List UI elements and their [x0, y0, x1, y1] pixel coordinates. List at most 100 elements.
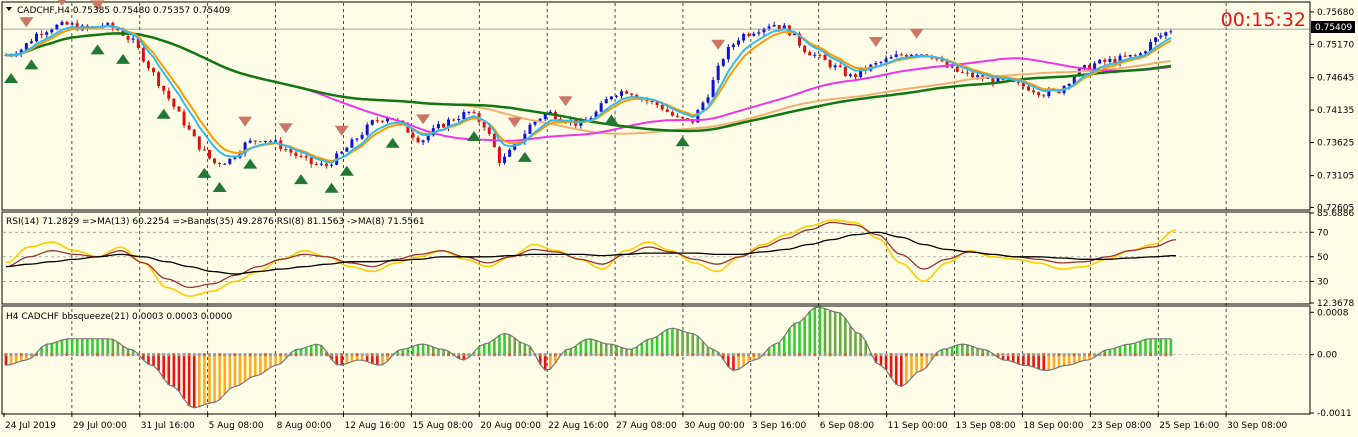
squeeze-dot	[920, 353, 924, 357]
squeeze-dot	[101, 353, 105, 357]
rsi-y-label: 30	[1317, 277, 1329, 287]
squeeze-dot	[162, 353, 166, 357]
candle-body	[843, 66, 847, 77]
squeeze-dot	[1169, 353, 1173, 357]
squeeze-dot	[904, 353, 908, 357]
candle-body	[294, 152, 298, 156]
candle-body	[579, 121, 583, 126]
candle-body	[915, 54, 919, 56]
squeeze-dot	[823, 353, 827, 357]
vertical-gridlines	[71, 3, 1227, 413]
squeeze-dot	[859, 353, 863, 357]
squeeze-dot	[777, 353, 781, 357]
y-axis-labels: 0.75680 0.75170 0.74645 0.74135 0.73625 0.731…	[1310, 8, 1354, 419]
candle-body	[487, 127, 491, 135]
candle-body	[767, 26, 771, 29]
squeeze-dot	[889, 353, 893, 357]
squeeze-dot	[981, 353, 985, 357]
candle-body	[1128, 54, 1132, 57]
collapse-arrow-icon[interactable]	[6, 7, 12, 11]
price-y-label: 0.74645	[1317, 74, 1354, 84]
squeeze-dot	[1062, 353, 1066, 357]
squeeze-dot	[971, 353, 975, 357]
candle-body	[533, 120, 537, 125]
squeeze-dot	[828, 353, 832, 357]
candle-body	[202, 149, 206, 151]
candle-body	[528, 124, 532, 134]
candle-body	[1123, 55, 1127, 57]
squeeze-dot	[75, 353, 79, 357]
buy-arrow	[197, 167, 212, 178]
candle-body	[696, 110, 700, 123]
candle-body	[721, 59, 725, 66]
squeeze-dot	[340, 353, 344, 357]
candle-body	[701, 102, 705, 111]
squeeze-dot	[589, 353, 593, 357]
squeeze-dot	[874, 353, 878, 357]
candle-body	[253, 140, 257, 142]
buy-arrow	[517, 151, 532, 162]
squeeze-dot	[696, 353, 700, 357]
candle-body	[304, 156, 308, 158]
squeeze-dot	[1026, 353, 1030, 357]
squeeze-dot	[604, 353, 608, 357]
candle-body	[197, 136, 201, 150]
x-tick-label: 27 Aug 08:00	[616, 421, 677, 431]
buy-arrow	[4, 73, 19, 84]
candle-body	[1118, 55, 1122, 63]
buy-arrow	[675, 136, 690, 147]
rsi-y-label: 85.6886	[1317, 209, 1354, 219]
sell-arrow	[278, 123, 293, 134]
squeeze-dot	[375, 353, 379, 357]
candle-body	[655, 101, 659, 106]
squeeze-dot	[1047, 353, 1051, 357]
candle-body	[620, 91, 624, 96]
x-tick-label: 15 Aug 08:00	[412, 421, 473, 431]
squeeze-dot	[625, 353, 629, 357]
squeeze-dot	[518, 353, 522, 357]
candle-body	[182, 111, 186, 126]
candle-body	[457, 118, 461, 121]
squeeze-dot	[767, 353, 771, 357]
candle-body	[55, 24, 59, 30]
candle-body	[45, 32, 49, 35]
squeeze-dot	[19, 353, 23, 357]
candle-body	[65, 21, 69, 25]
candle-body	[665, 109, 669, 112]
candle-body	[950, 66, 954, 68]
sell-arrow	[19, 17, 34, 28]
squeeze-dot	[996, 353, 1000, 357]
rsi-y-label: 50	[1317, 253, 1329, 263]
squeeze-dot	[930, 353, 934, 357]
squeeze-dot	[737, 353, 741, 357]
squeeze-dot	[396, 353, 400, 357]
x-tick-label: 31 Jul 16:00	[141, 421, 195, 431]
x-tick-label: 11 Sep 00:00	[888, 421, 948, 431]
squeeze-dot	[538, 353, 542, 357]
squeeze-dot	[955, 353, 959, 357]
candle-body	[548, 111, 552, 114]
squeeze-dot	[360, 353, 364, 357]
squeeze-dot	[543, 353, 547, 357]
candle-body	[716, 65, 720, 80]
squeeze-dot	[782, 353, 786, 357]
candle-body	[319, 163, 323, 165]
candle-body	[40, 33, 44, 35]
squeeze-dot	[345, 353, 349, 357]
squeeze-dot	[431, 353, 435, 357]
candle-body	[782, 25, 786, 30]
candle-body	[813, 54, 817, 56]
candle-body	[19, 49, 23, 55]
candle-body	[29, 41, 33, 44]
candle-body	[177, 106, 181, 112]
x-tick-label: 8 Aug 00:00	[277, 421, 332, 431]
squeeze-dot	[686, 353, 690, 357]
squeeze-dot	[152, 353, 156, 357]
candle-body	[131, 38, 135, 40]
squeeze-dot	[157, 353, 161, 357]
squeeze-dot	[584, 353, 588, 357]
candle-body	[324, 163, 328, 166]
squeeze-dot	[284, 353, 288, 357]
sell-arrow	[558, 96, 573, 107]
